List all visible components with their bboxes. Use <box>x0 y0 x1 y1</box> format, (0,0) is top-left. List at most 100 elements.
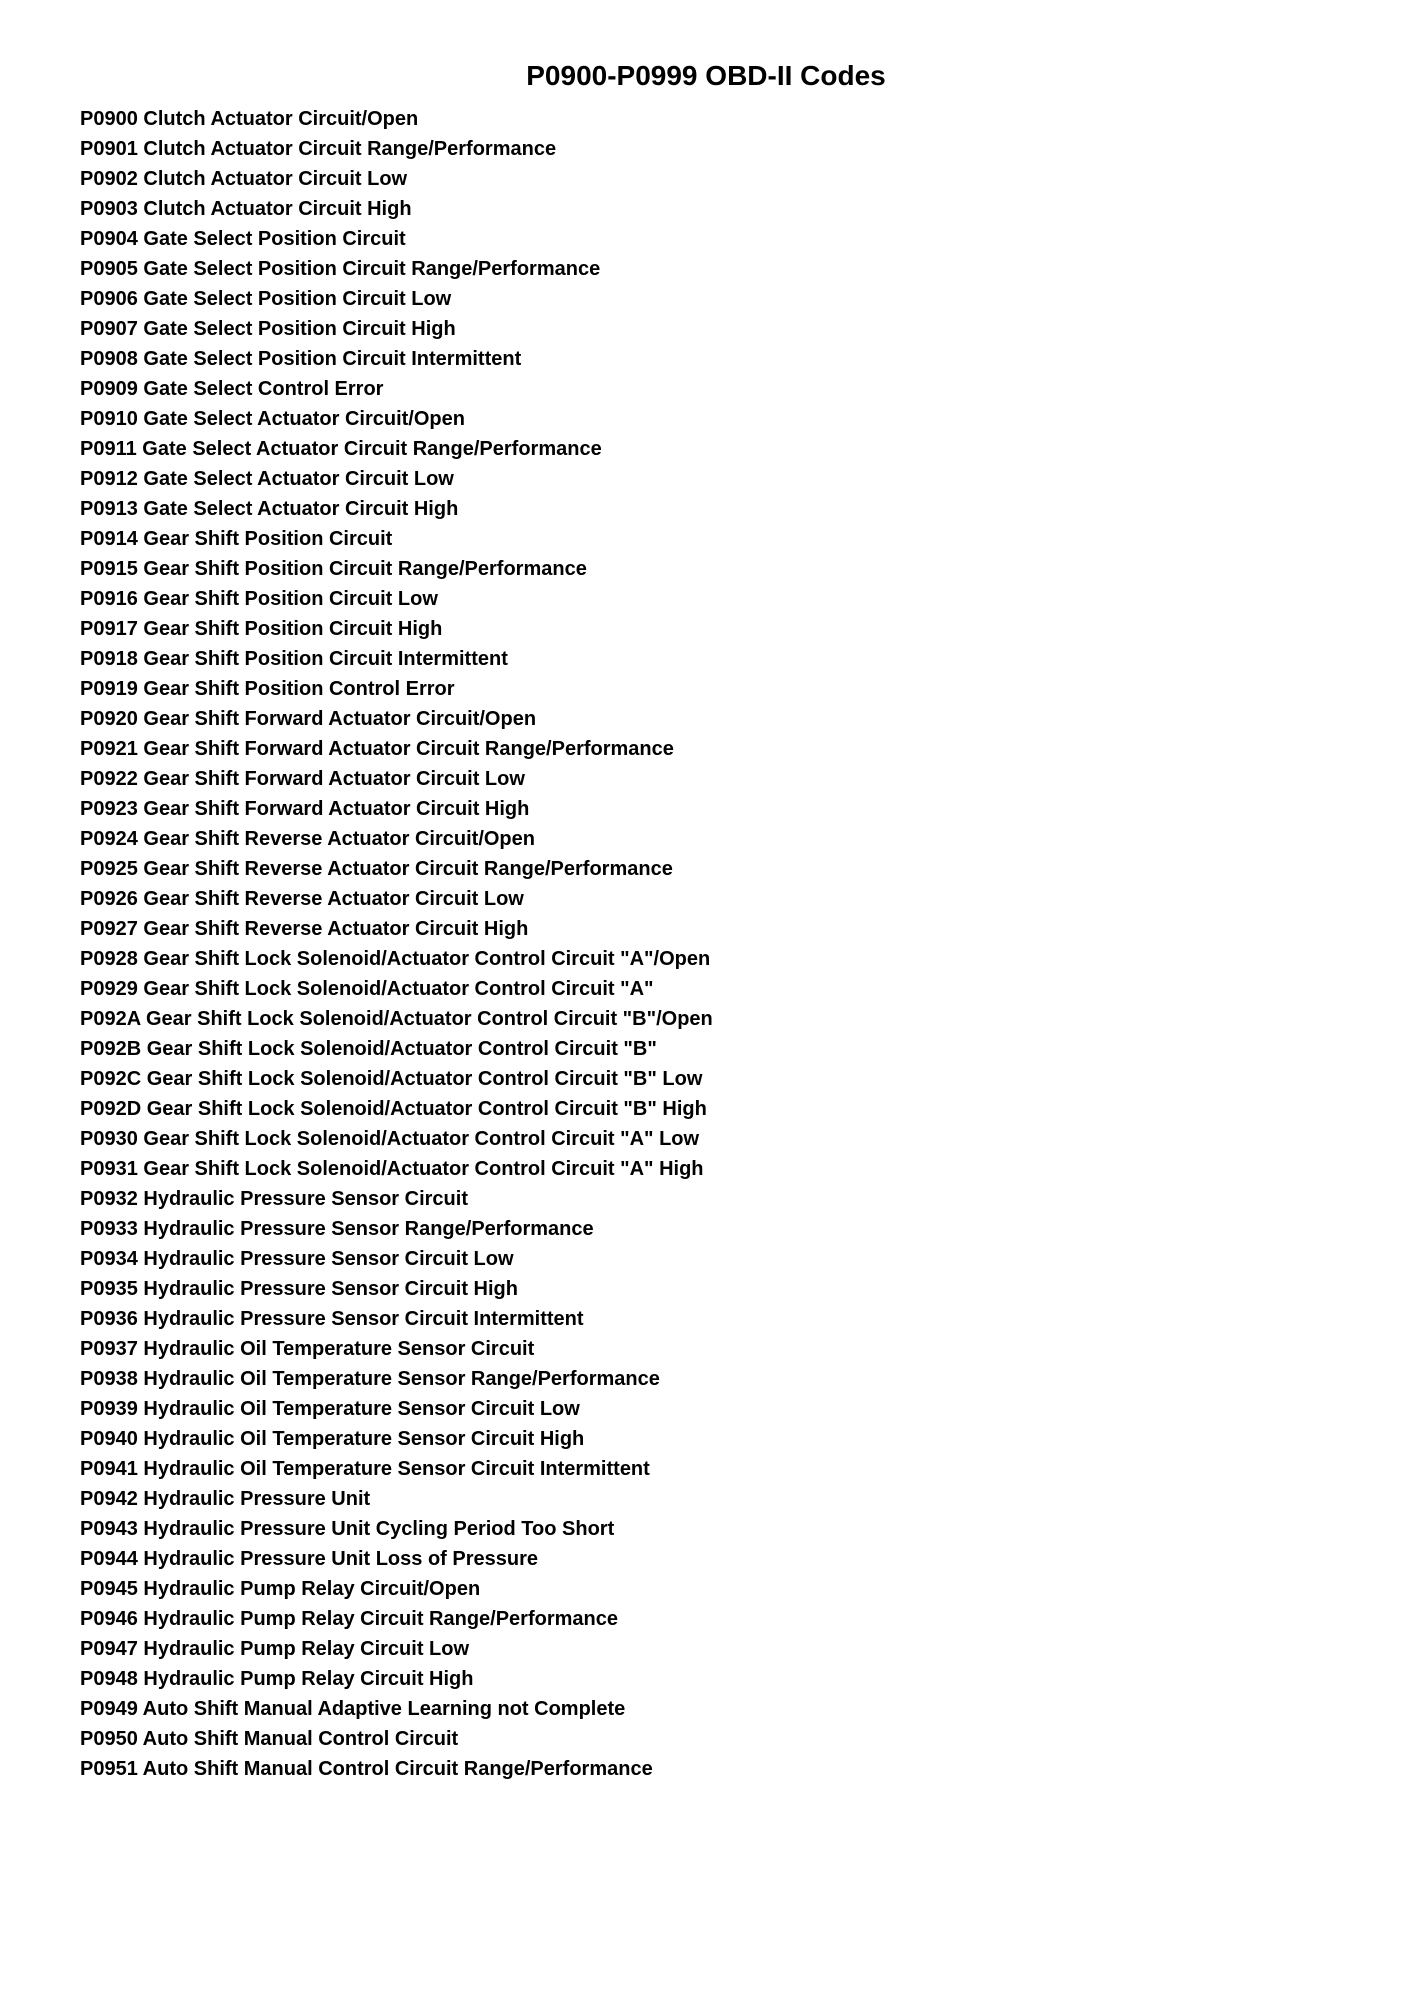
obd-code-number: P0914 <box>80 528 138 550</box>
obd-code-number: P0939 <box>80 1398 138 1420</box>
obd-code-number: P0922 <box>80 768 138 790</box>
obd-code-link[interactable]: P0947 Hydraulic Pump Relay Circuit Low <box>80 1634 1332 1664</box>
obd-code-link[interactable]: P0950 Auto Shift Manual Control Circuit <box>80 1724 1332 1754</box>
obd-code-number: P0936 <box>80 1308 138 1330</box>
obd-code-link[interactable]: P0917 Gear Shift Position Circuit High <box>80 614 1332 644</box>
obd-code-link[interactable]: P0913 Gate Select Actuator Circuit High <box>80 494 1332 524</box>
obd-code-description: Gear Shift Forward Actuator Circuit High <box>143 798 529 820</box>
obd-code-description: Gear Shift Reverse Actuator Circuit Rang… <box>143 858 672 880</box>
obd-code-number: P0941 <box>80 1458 138 1480</box>
obd-code-link[interactable]: P0940 Hydraulic Oil Temperature Sensor C… <box>80 1424 1332 1454</box>
obd-code-number: P0944 <box>80 1548 138 1570</box>
obd-code-description: Gate Select Actuator Circuit Range/Perfo… <box>142 438 601 460</box>
obd-code-link[interactable]: P0936 Hydraulic Pressure Sensor Circuit … <box>80 1304 1332 1334</box>
obd-code-number: P0926 <box>80 888 138 910</box>
obd-code-link[interactable]: P0918 Gear Shift Position Circuit Interm… <box>80 644 1332 674</box>
obd-code-description: Gear Shift Lock Solenoid/Actuator Contro… <box>147 1038 657 1060</box>
obd-code-link[interactable]: P0921 Gear Shift Forward Actuator Circui… <box>80 734 1332 764</box>
obd-code-description: Gear Shift Lock Solenoid/Actuator Contro… <box>143 978 653 1000</box>
obd-code-link[interactable]: P0919 Gear Shift Position Control Error <box>80 674 1332 704</box>
obd-code-link[interactable]: P0906 Gate Select Position Circuit Low <box>80 284 1332 314</box>
obd-code-link[interactable]: P0939 Hydraulic Oil Temperature Sensor C… <box>80 1394 1332 1424</box>
obd-code-link[interactable]: P0912 Gate Select Actuator Circuit Low <box>80 464 1332 494</box>
obd-code-link[interactable]: P0925 Gear Shift Reverse Actuator Circui… <box>80 854 1332 884</box>
obd-code-number: P0904 <box>80 228 138 250</box>
obd-code-number: P0902 <box>80 168 138 190</box>
obd-code-number: P0919 <box>80 678 138 700</box>
obd-code-link[interactable]: P0916 Gear Shift Position Circuit Low <box>80 584 1332 614</box>
obd-code-link[interactable]: P0905 Gate Select Position Circuit Range… <box>80 254 1332 284</box>
obd-code-number: P0924 <box>80 828 138 850</box>
obd-code-description: Hydraulic Oil Temperature Sensor Circuit <box>143 1338 534 1360</box>
obd-code-number: P0923 <box>80 798 138 820</box>
obd-code-description: Gear Shift Reverse Actuator Circuit Low <box>143 888 523 910</box>
obd-code-number: P0948 <box>80 1668 138 1690</box>
obd-code-number: P0940 <box>80 1428 138 1450</box>
obd-code-number: P0934 <box>80 1248 138 1270</box>
obd-code-link[interactable]: P0938 Hydraulic Oil Temperature Sensor R… <box>80 1364 1332 1394</box>
obd-code-description: Gate Select Actuator Circuit High <box>143 498 458 520</box>
obd-code-description: Hydraulic Pressure Unit <box>143 1488 370 1510</box>
obd-code-link[interactable]: P0926 Gear Shift Reverse Actuator Circui… <box>80 884 1332 914</box>
obd-code-link[interactable]: P0910 Gate Select Actuator Circuit/Open <box>80 404 1332 434</box>
obd-code-description: Hydraulic Pump Relay Circuit Low <box>143 1638 469 1660</box>
obd-code-link[interactable]: P0911 Gate Select Actuator Circuit Range… <box>80 434 1332 464</box>
obd-code-link[interactable]: P0941 Hydraulic Oil Temperature Sensor C… <box>80 1454 1332 1484</box>
obd-code-link[interactable]: P0902 Clutch Actuator Circuit Low <box>80 164 1332 194</box>
obd-code-number: P0943 <box>80 1518 138 1540</box>
obd-code-link[interactable]: P092A Gear Shift Lock Solenoid/Actuator … <box>80 1004 1332 1034</box>
obd-code-link[interactable]: P0943 Hydraulic Pressure Unit Cycling Pe… <box>80 1514 1332 1544</box>
obd-code-number: P0938 <box>80 1368 138 1390</box>
obd-code-link[interactable]: P0908 Gate Select Position Circuit Inter… <box>80 344 1332 374</box>
obd-code-link[interactable]: P0907 Gate Select Position Circuit High <box>80 314 1332 344</box>
obd-code-description: Gear Shift Lock Solenoid/Actuator Contro… <box>143 1128 699 1150</box>
obd-code-description: Gate Select Position Circuit High <box>143 318 455 340</box>
obd-code-description: Gear Shift Reverse Actuator Circuit/Open <box>143 828 535 850</box>
obd-code-link[interactable]: P0942 Hydraulic Pressure Unit <box>80 1484 1332 1514</box>
obd-code-link[interactable]: P0924 Gear Shift Reverse Actuator Circui… <box>80 824 1332 854</box>
obd-code-link[interactable]: P0901 Clutch Actuator Circuit Range/Perf… <box>80 134 1332 164</box>
obd-code-link[interactable]: P0922 Gear Shift Forward Actuator Circui… <box>80 764 1332 794</box>
obd-code-link[interactable]: P0920 Gear Shift Forward Actuator Circui… <box>80 704 1332 734</box>
obd-code-number: P0918 <box>80 648 138 670</box>
obd-code-link[interactable]: P0903 Clutch Actuator Circuit High <box>80 194 1332 224</box>
obd-code-description: Gate Select Position Circuit Intermitten… <box>143 348 521 370</box>
obd-code-link[interactable]: P0915 Gear Shift Position Circuit Range/… <box>80 554 1332 584</box>
obd-code-link[interactable]: P0932 Hydraulic Pressure Sensor Circuit <box>80 1184 1332 1214</box>
obd-code-link[interactable]: P0900 Clutch Actuator Circuit/Open <box>80 104 1332 134</box>
obd-code-link[interactable]: P0930 Gear Shift Lock Solenoid/Actuator … <box>80 1124 1332 1154</box>
obd-code-link[interactable]: P0928 Gear Shift Lock Solenoid/Actuator … <box>80 944 1332 974</box>
obd-code-link[interactable]: P092D Gear Shift Lock Solenoid/Actuator … <box>80 1094 1332 1124</box>
obd-code-description: Gear Shift Forward Actuator Circuit Low <box>143 768 525 790</box>
obd-code-number: P092B <box>80 1038 141 1060</box>
obd-code-number: P0945 <box>80 1578 138 1600</box>
obd-code-link[interactable]: P0934 Hydraulic Pressure Sensor Circuit … <box>80 1244 1332 1274</box>
obd-code-link[interactable]: P092C Gear Shift Lock Solenoid/Actuator … <box>80 1064 1332 1094</box>
obd-code-link[interactable]: P0929 Gear Shift Lock Solenoid/Actuator … <box>80 974 1332 1004</box>
obd-code-link[interactable]: P0944 Hydraulic Pressure Unit Loss of Pr… <box>80 1544 1332 1574</box>
obd-code-link[interactable]: P0935 Hydraulic Pressure Sensor Circuit … <box>80 1274 1332 1304</box>
obd-code-link[interactable]: P0948 Hydraulic Pump Relay Circuit High <box>80 1664 1332 1694</box>
obd-code-link[interactable]: P092B Gear Shift Lock Solenoid/Actuator … <box>80 1034 1332 1064</box>
obd-code-description: Hydraulic Pump Relay Circuit Range/Perfo… <box>143 1608 618 1630</box>
obd-code-link[interactable]: P0951 Auto Shift Manual Control Circuit … <box>80 1754 1332 1784</box>
obd-code-link[interactable]: P0904 Gate Select Position Circuit <box>80 224 1332 254</box>
obd-code-link[interactable]: P0923 Gear Shift Forward Actuator Circui… <box>80 794 1332 824</box>
obd-code-link[interactable]: P0946 Hydraulic Pump Relay Circuit Range… <box>80 1604 1332 1634</box>
obd-code-link[interactable]: P0909 Gate Select Control Error <box>80 374 1332 404</box>
obd-code-number: P0930 <box>80 1128 138 1150</box>
obd-code-link[interactable]: P0931 Gear Shift Lock Solenoid/Actuator … <box>80 1154 1332 1184</box>
obd-code-link[interactable]: P0945 Hydraulic Pump Relay Circuit/Open <box>80 1574 1332 1604</box>
obd-code-description: Gear Shift Position Circuit Low <box>143 588 437 610</box>
obd-code-link[interactable]: P0914 Gear Shift Position Circuit <box>80 524 1332 554</box>
obd-code-number: P0927 <box>80 918 138 940</box>
obd-code-list: P0900 Clutch Actuator Circuit/OpenP0901 … <box>80 104 1332 1784</box>
obd-code-number: P0917 <box>80 618 138 640</box>
obd-code-link[interactable]: P0937 Hydraulic Oil Temperature Sensor C… <box>80 1334 1332 1364</box>
obd-code-link[interactable]: P0949 Auto Shift Manual Adaptive Learnin… <box>80 1694 1332 1724</box>
obd-code-description: Gear Shift Position Circuit <box>143 528 392 550</box>
obd-code-number: P0906 <box>80 288 138 310</box>
obd-code-link[interactable]: P0933 Hydraulic Pressure Sensor Range/Pe… <box>80 1214 1332 1244</box>
obd-code-description: Gear Shift Position Circuit Range/Perfor… <box>143 558 586 580</box>
obd-code-link[interactable]: P0927 Gear Shift Reverse Actuator Circui… <box>80 914 1332 944</box>
